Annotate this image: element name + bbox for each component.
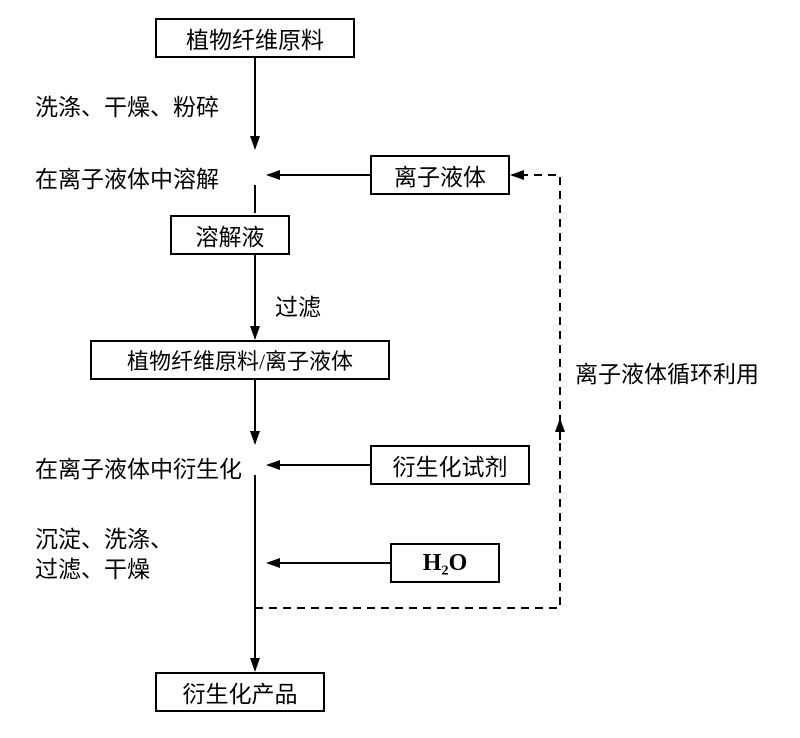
node-raw-material: 植物纤维原料 [155, 18, 355, 58]
node-ionic-liquid-text: 离子液体 [394, 158, 486, 192]
node-ionic-liquid: 离子液体 [370, 155, 510, 195]
node-solution: 溶解液 [170, 215, 290, 255]
node-solution-text: 溶解液 [196, 218, 265, 252]
label-step-dissolve: 在离子液体中溶解 [35, 160, 219, 194]
label-recycle: 离子液体循环利用 [575, 355, 759, 389]
node-product-text: 衍生化产品 [183, 675, 298, 709]
node-reagent-text: 衍生化试剂 [393, 448, 508, 482]
label-step-derivatize: 在离子液体中衍生化 [35, 450, 242, 484]
node-water: H₂O [390, 543, 500, 583]
label-step-filter: 过滤 [275, 288, 321, 322]
node-raw-material-text: 植物纤维原料 [186, 21, 324, 55]
node-mixture: 植物纤维原料/离子液体 [90, 340, 390, 380]
node-water-text: H₂O [423, 550, 468, 577]
label-step-precip-wash-filter-dry: 沉淀、洗涤、过滤、干燥 [35, 525, 215, 585]
label-step-wash-dry-grind: 洗涤、干燥、粉碎 [35, 88, 219, 122]
node-product: 衍生化产品 [155, 672, 325, 712]
node-mixture-text: 植物纤维原料/离子液体 [127, 344, 353, 376]
flowchart-canvas: 植物纤维原料 离子液体 溶解液 植物纤维原料/离子液体 衍生化试剂 H₂O 衍生… [0, 0, 800, 738]
node-reagent: 衍生化试剂 [370, 445, 530, 485]
